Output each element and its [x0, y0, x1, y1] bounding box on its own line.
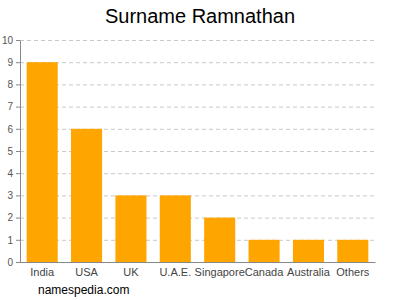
- tick-label: 2: [7, 212, 13, 223]
- tick: India: [30, 266, 55, 278]
- grid: [20, 41, 375, 263]
- tick: Others: [336, 266, 370, 278]
- tick-mark: [16, 62, 20, 63]
- tick-label: Canada: [245, 266, 284, 278]
- tick-label: 7: [7, 101, 13, 112]
- tick: 8: [7, 79, 20, 90]
- tick-label: U.A.E.: [159, 266, 191, 278]
- bar: [337, 240, 368, 262]
- tick-mark: [16, 84, 20, 85]
- tick-mark: [16, 262, 20, 263]
- bar: [115, 195, 146, 262]
- y-axis: 0 1 2 3 4 5 6 7 8 9 10: [2, 35, 21, 268]
- tick-label: 8: [7, 79, 13, 90]
- tick-label: 4: [7, 168, 13, 179]
- grid-line: [20, 40, 375, 41]
- tick: 5: [7, 146, 20, 157]
- tick-mark: [16, 218, 20, 219]
- tick-label: USA: [75, 266, 98, 278]
- tick-label: 5: [7, 146, 13, 157]
- title: Surname Ramnathan: [105, 5, 295, 27]
- tick: 3: [7, 190, 20, 201]
- tick-label: Others: [336, 266, 370, 278]
- tick-mark: [16, 129, 20, 130]
- tick: Australia: [287, 266, 331, 278]
- tick: 1: [7, 235, 20, 246]
- tick-label: 3: [7, 190, 13, 201]
- tick: U.A.E.: [159, 266, 191, 278]
- tick: 9: [7, 57, 20, 68]
- chart: 0 1 2 3 4 5 6 7 8 9 10 India USA UK U.A.E. SingaporeCan…: [0, 0, 400, 300]
- tick: 10: [2, 35, 20, 46]
- tick: 4: [7, 168, 20, 179]
- bar: [27, 62, 58, 262]
- tick-mark: [16, 195, 20, 196]
- axis-line: [20, 41, 21, 263]
- bar: [204, 218, 235, 262]
- tick-label: 10: [2, 35, 14, 46]
- annotation: namespedia.com: [38, 283, 129, 297]
- tick-label: Australia: [287, 266, 331, 278]
- bar: [293, 240, 324, 262]
- tick-label: 6: [7, 124, 13, 135]
- grid-line: [20, 84, 375, 85]
- bar: [160, 195, 191, 262]
- tick-mark: [16, 151, 20, 152]
- tick-label: India: [30, 266, 55, 278]
- tick-mark: [16, 173, 20, 174]
- axis-line: [21, 262, 376, 263]
- tick: 6: [7, 124, 20, 135]
- bars: [27, 62, 369, 262]
- tick: Canada: [245, 266, 284, 278]
- tick-label: UK: [123, 266, 139, 278]
- grid-line: [20, 262, 375, 263]
- tick: USA: [75, 266, 98, 278]
- tick-label: Singapore: [195, 266, 245, 278]
- tick-mark: [16, 240, 20, 241]
- tick-mark: [16, 107, 20, 108]
- grid-line: [20, 107, 375, 108]
- x-axis: India USA UK U.A.E. SingaporeCanadaAustralia…: [21, 263, 376, 278]
- bar: [249, 240, 280, 262]
- grid-line: [20, 62, 375, 63]
- tick: Singapore: [195, 266, 245, 278]
- tick-mark: [16, 40, 20, 41]
- tick-label: 9: [7, 57, 13, 68]
- tick: 7: [7, 101, 20, 112]
- tick-label: 0: [7, 257, 13, 268]
- tick: UK: [123, 266, 139, 278]
- tick-label: 1: [7, 235, 13, 246]
- tick: 0: [7, 257, 20, 268]
- tick: 2: [7, 212, 20, 223]
- bar: [71, 129, 102, 262]
